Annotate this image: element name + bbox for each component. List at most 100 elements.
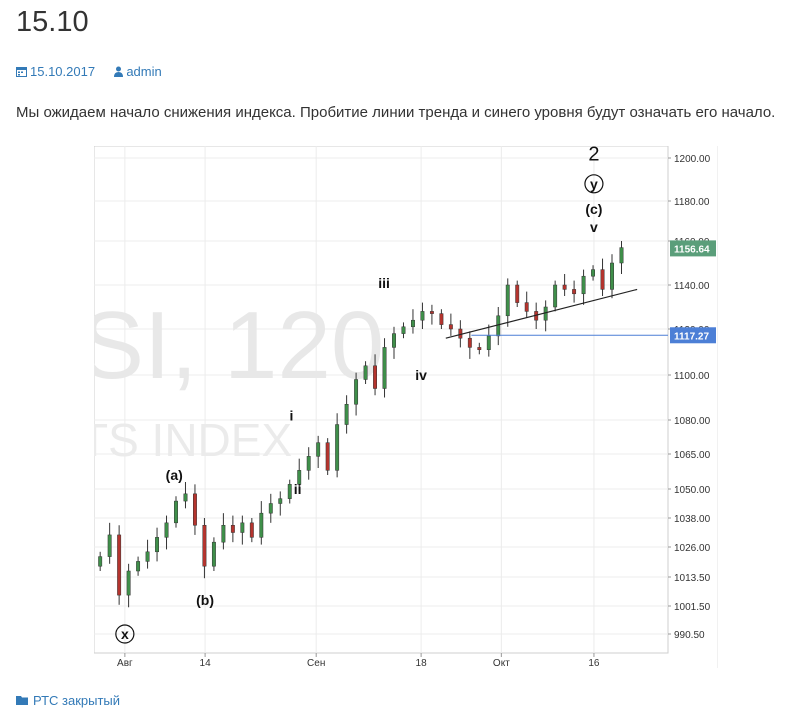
candle-body	[287, 484, 292, 499]
wave-label: y	[590, 176, 598, 192]
candle-body	[610, 262, 614, 290]
candle-body	[477, 347, 482, 350]
candle-body	[221, 525, 226, 543]
folder-icon	[16, 696, 28, 705]
candle-body	[373, 365, 377, 389]
post-text: Мы ожидаем начало снижения индекса. Проб…	[16, 104, 776, 121]
last-price-label-bg	[670, 240, 716, 257]
x-tick-label: 14	[200, 658, 212, 668]
candle-body	[363, 365, 368, 380]
y-tick-label: 1050.00	[674, 485, 711, 496]
y-tick-label: 1200.00	[674, 154, 711, 165]
last-price-label: 1156.64	[674, 244, 710, 255]
candle-body	[524, 302, 529, 312]
candle-body	[164, 522, 169, 538]
candle-body	[325, 442, 330, 471]
candle-body	[572, 289, 577, 295]
x-tick-label: 16	[588, 658, 600, 668]
wave-label: ii	[294, 481, 302, 497]
candle-body	[344, 404, 349, 425]
candle-body	[183, 493, 188, 502]
blue-level-label: 1117.27	[674, 331, 709, 342]
candle-body	[107, 534, 112, 557]
candle-body	[553, 284, 558, 308]
y-tick-label: 1026.00	[674, 543, 711, 554]
candle-body	[117, 534, 122, 596]
post-category-label: РТС закрытый	[33, 693, 121, 708]
y-tick-label: 1140.00	[674, 281, 710, 292]
candle-body	[467, 337, 472, 348]
wave-label: iv	[415, 367, 427, 383]
wave-label: v	[590, 219, 598, 235]
post-meta: 15.10.2017 admin	[16, 64, 162, 80]
watermark-subtitle: TS INDEX	[94, 414, 292, 466]
wave-label: (c)	[585, 201, 602, 217]
candle-body	[155, 537, 159, 553]
plot-area	[93, 145, 669, 654]
candle-body	[249, 522, 254, 538]
candle-body	[439, 313, 444, 325]
candle-body	[401, 326, 406, 334]
post-date: 15.10.2017	[30, 64, 96, 79]
watermark-symbol: SI, 120	[94, 292, 384, 399]
candle-body	[297, 470, 302, 485]
y-tick-label: 1065.00	[674, 450, 711, 461]
candle-body	[335, 424, 340, 471]
wave-label-circle	[115, 624, 135, 644]
wave-label: 2	[588, 146, 599, 166]
candle-body	[411, 319, 415, 328]
post-author: admin	[126, 64, 162, 79]
candle-body	[429, 311, 434, 314]
candle-body	[619, 247, 624, 264]
candle-body	[600, 269, 605, 290]
candle-body	[591, 269, 596, 277]
x-tick-label: Сен	[307, 658, 325, 668]
y-tick-label: 1100.00	[674, 371, 710, 382]
candle-body	[278, 498, 283, 504]
candle-body	[202, 525, 207, 567]
y-tick-label: 1038.00	[674, 514, 711, 525]
candle-body	[259, 512, 264, 538]
candle-body	[316, 442, 321, 457]
candle-body	[581, 275, 586, 295]
candle-body	[268, 503, 273, 514]
candle-body	[230, 525, 235, 533]
candle-body	[211, 541, 216, 567]
candle-body	[562, 284, 567, 290]
candle-body	[505, 284, 510, 317]
y-tick-label: 1180.00	[674, 197, 710, 208]
post-category[interactable]: РТС закрытый	[16, 693, 120, 708]
wave-label: i	[290, 408, 294, 424]
chart-container: SI, 120 TS INDEX 990.50 1001.50 1013.50 1026.…	[80, 144, 719, 719]
y-tick-label: 1080.00	[674, 416, 711, 427]
candle-body	[420, 311, 425, 321]
wave-label: x	[121, 626, 129, 642]
candle-body	[193, 493, 197, 526]
candle-body	[306, 456, 311, 471]
x-tick-label: 18	[416, 658, 428, 668]
candle-body	[448, 324, 453, 330]
candle-body	[240, 522, 245, 533]
candle-body	[392, 333, 396, 348]
y-tick-label: 990.50	[674, 630, 705, 641]
candle-body	[98, 556, 103, 567]
wave-label: iii	[378, 275, 390, 291]
page-title: 15.10	[16, 6, 89, 38]
blue-level-label-bg	[670, 327, 716, 344]
post-author-link[interactable]: admin	[114, 64, 162, 79]
wave-label: (b)	[196, 592, 214, 608]
candle-body	[486, 335, 491, 350]
y-tick-label: 1013.50	[674, 573, 711, 584]
wave-label-circle	[584, 174, 604, 194]
trend-line	[445, 288, 638, 339]
candle-body	[126, 570, 131, 596]
calendar-icon	[16, 67, 27, 77]
candle-body	[382, 347, 387, 389]
candle-body	[496, 315, 501, 337]
wave-label: (a)	[166, 467, 183, 483]
candle-body	[136, 561, 141, 572]
price-chart: SI, 120 TS INDEX 990.50 1001.50 1013.50 1026.…	[80, 144, 719, 719]
candle-body	[515, 284, 520, 303]
post-date-link[interactable]: 15.10.2017	[16, 64, 95, 79]
x-tick-label: Окт	[493, 658, 510, 668]
